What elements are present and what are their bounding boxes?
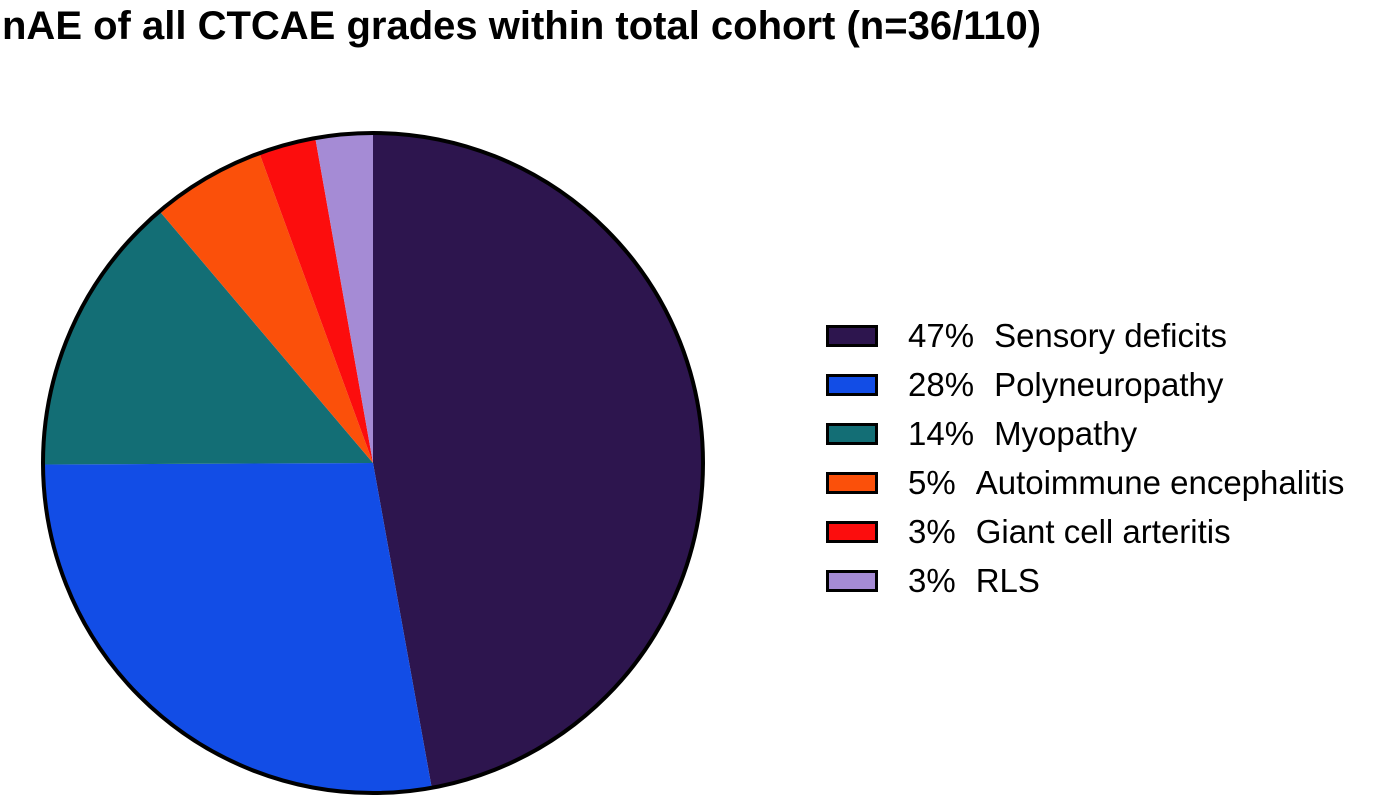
- legend-label: Autoimmune encephalitis: [975, 463, 1345, 501]
- pie-slice-polyneuropathy: [43, 463, 432, 793]
- legend-item: 3% Giant cell arteritis: [826, 507, 1344, 556]
- legend-label: Myopathy: [994, 414, 1138, 452]
- legend-swatch: [826, 422, 878, 445]
- legend-swatch: [826, 324, 878, 347]
- legend-percent: 47%: [908, 316, 975, 354]
- legend-label: Giant cell arteritis: [975, 512, 1231, 550]
- pie-slice-sensory-deficits: [373, 133, 703, 788]
- legend-percent: 3%: [908, 512, 956, 550]
- legend-item: 5% Autoimmune encephalitis: [826, 458, 1344, 507]
- legend-percent: 3%: [908, 561, 956, 599]
- legend-percent: 28%: [908, 365, 975, 403]
- legend-percent: 14%: [908, 414, 975, 452]
- pie-slice-giant-cell-arteritis: [259, 138, 373, 463]
- pie-outline: [41, 131, 705, 795]
- legend-item: 3% RLS: [826, 556, 1344, 605]
- legend-swatch: [826, 471, 878, 494]
- legend-label: RLS: [975, 561, 1040, 599]
- legend-percent: 5%: [908, 463, 956, 501]
- legend-swatch: [826, 569, 878, 592]
- legend-swatch: [826, 373, 878, 396]
- legend-item: 47% Sensory deficits: [826, 311, 1344, 360]
- pie-slices: [42, 133, 703, 793]
- legend-item: 28% Polyneuropathy: [826, 360, 1344, 409]
- pie-slice-rls: [315, 133, 373, 463]
- legend-swatch: [826, 520, 878, 543]
- pie-slice-autoimmune-encephalitis: [159, 153, 373, 463]
- legend: 47% Sensory deficits 28% Polyneuropathy 14% M…: [826, 311, 1344, 605]
- legend-label: Sensory deficits: [994, 316, 1227, 354]
- chart-title: nAE of all CTCAE grades within total coh…: [2, 4, 1042, 48]
- legend-item: 14% Myopathy: [826, 409, 1344, 458]
- pie-slice-myopathy: [42, 211, 373, 465]
- legend-label: Polyneuropathy: [994, 365, 1224, 403]
